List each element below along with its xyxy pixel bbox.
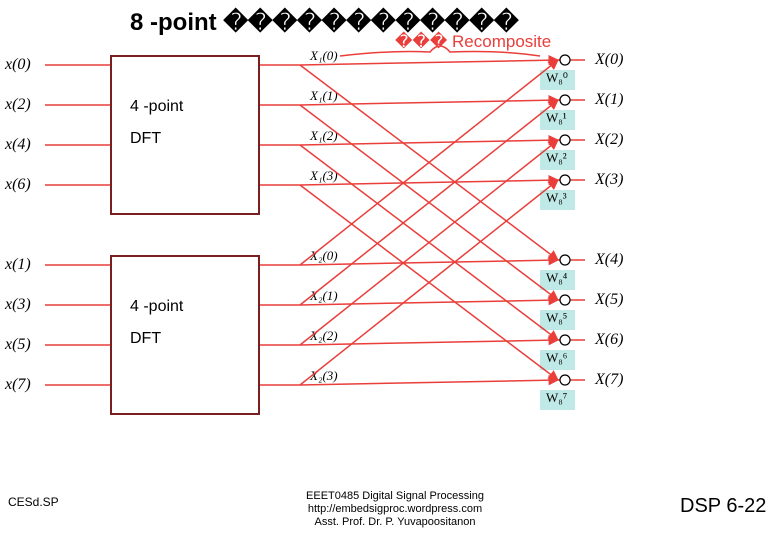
- input-0: x(0): [5, 56, 31, 74]
- output-0: X(0): [595, 51, 623, 69]
- twiddle-4: W₈⁴: [546, 270, 567, 286]
- output-3: X(3): [595, 171, 623, 189]
- output-5: X(5): [595, 291, 623, 309]
- input-1: x(2): [5, 96, 31, 114]
- output-6: X(6): [595, 331, 623, 349]
- mid-top-3: X₁(3): [310, 168, 338, 184]
- footer-right: DSP 6-22: [680, 495, 766, 518]
- dft-bot-line1: 4 -point: [130, 298, 183, 316]
- footer-center-1: EEET0485 Digital Signal Processing: [255, 490, 535, 503]
- footer-center: EEET0485 Digital Signal Processing http:…: [255, 490, 535, 530]
- input-7: x(7): [5, 376, 31, 394]
- twiddle-6: W₈⁶: [546, 350, 567, 366]
- footer-center-3: Asst. Prof. Dr. P. Yuvapoositanon: [255, 516, 535, 529]
- output-2: X(2): [595, 131, 623, 149]
- mid-bot-3: X₂(3): [310, 368, 338, 384]
- dft-top-line2: DFT: [130, 130, 161, 148]
- mid-top-0: X₁(0): [310, 48, 338, 64]
- input-2: x(4): [5, 136, 31, 154]
- twiddle-2: W₈²: [546, 150, 567, 166]
- twiddle-0: W₈⁰: [546, 70, 568, 86]
- output-4: X(4): [595, 251, 623, 269]
- twiddle-5: W₈⁵: [546, 310, 567, 326]
- footer-left: CESd.SP: [8, 495, 59, 509]
- mid-top-2: X₁(2): [310, 128, 338, 144]
- recomposite-label: ��� Recomposite: [395, 32, 551, 52]
- output-1: X(1): [595, 91, 623, 109]
- input-5: x(3): [5, 296, 31, 314]
- dft-bot-line2: DFT: [130, 330, 161, 348]
- mid-bot-1: X₂(1): [310, 288, 338, 304]
- twiddle-3: W₈³: [546, 190, 567, 206]
- twiddle-7: W₈⁷: [546, 390, 567, 406]
- mid-bot-0: X₂(0): [310, 248, 338, 264]
- input-4: x(1): [5, 256, 31, 274]
- mid-bot-2: X₂(2): [310, 328, 338, 344]
- mid-top-1: X₁(1): [310, 88, 338, 104]
- input-3: x(6): [5, 176, 31, 194]
- twiddle-1: W₈¹: [546, 110, 567, 126]
- output-7: X(7): [595, 371, 623, 389]
- footer-center-2: http://embedsigproc.wordpress.com: [255, 503, 535, 516]
- input-6: x(5): [5, 336, 31, 354]
- dft-top-line1: 4 -point: [130, 98, 183, 116]
